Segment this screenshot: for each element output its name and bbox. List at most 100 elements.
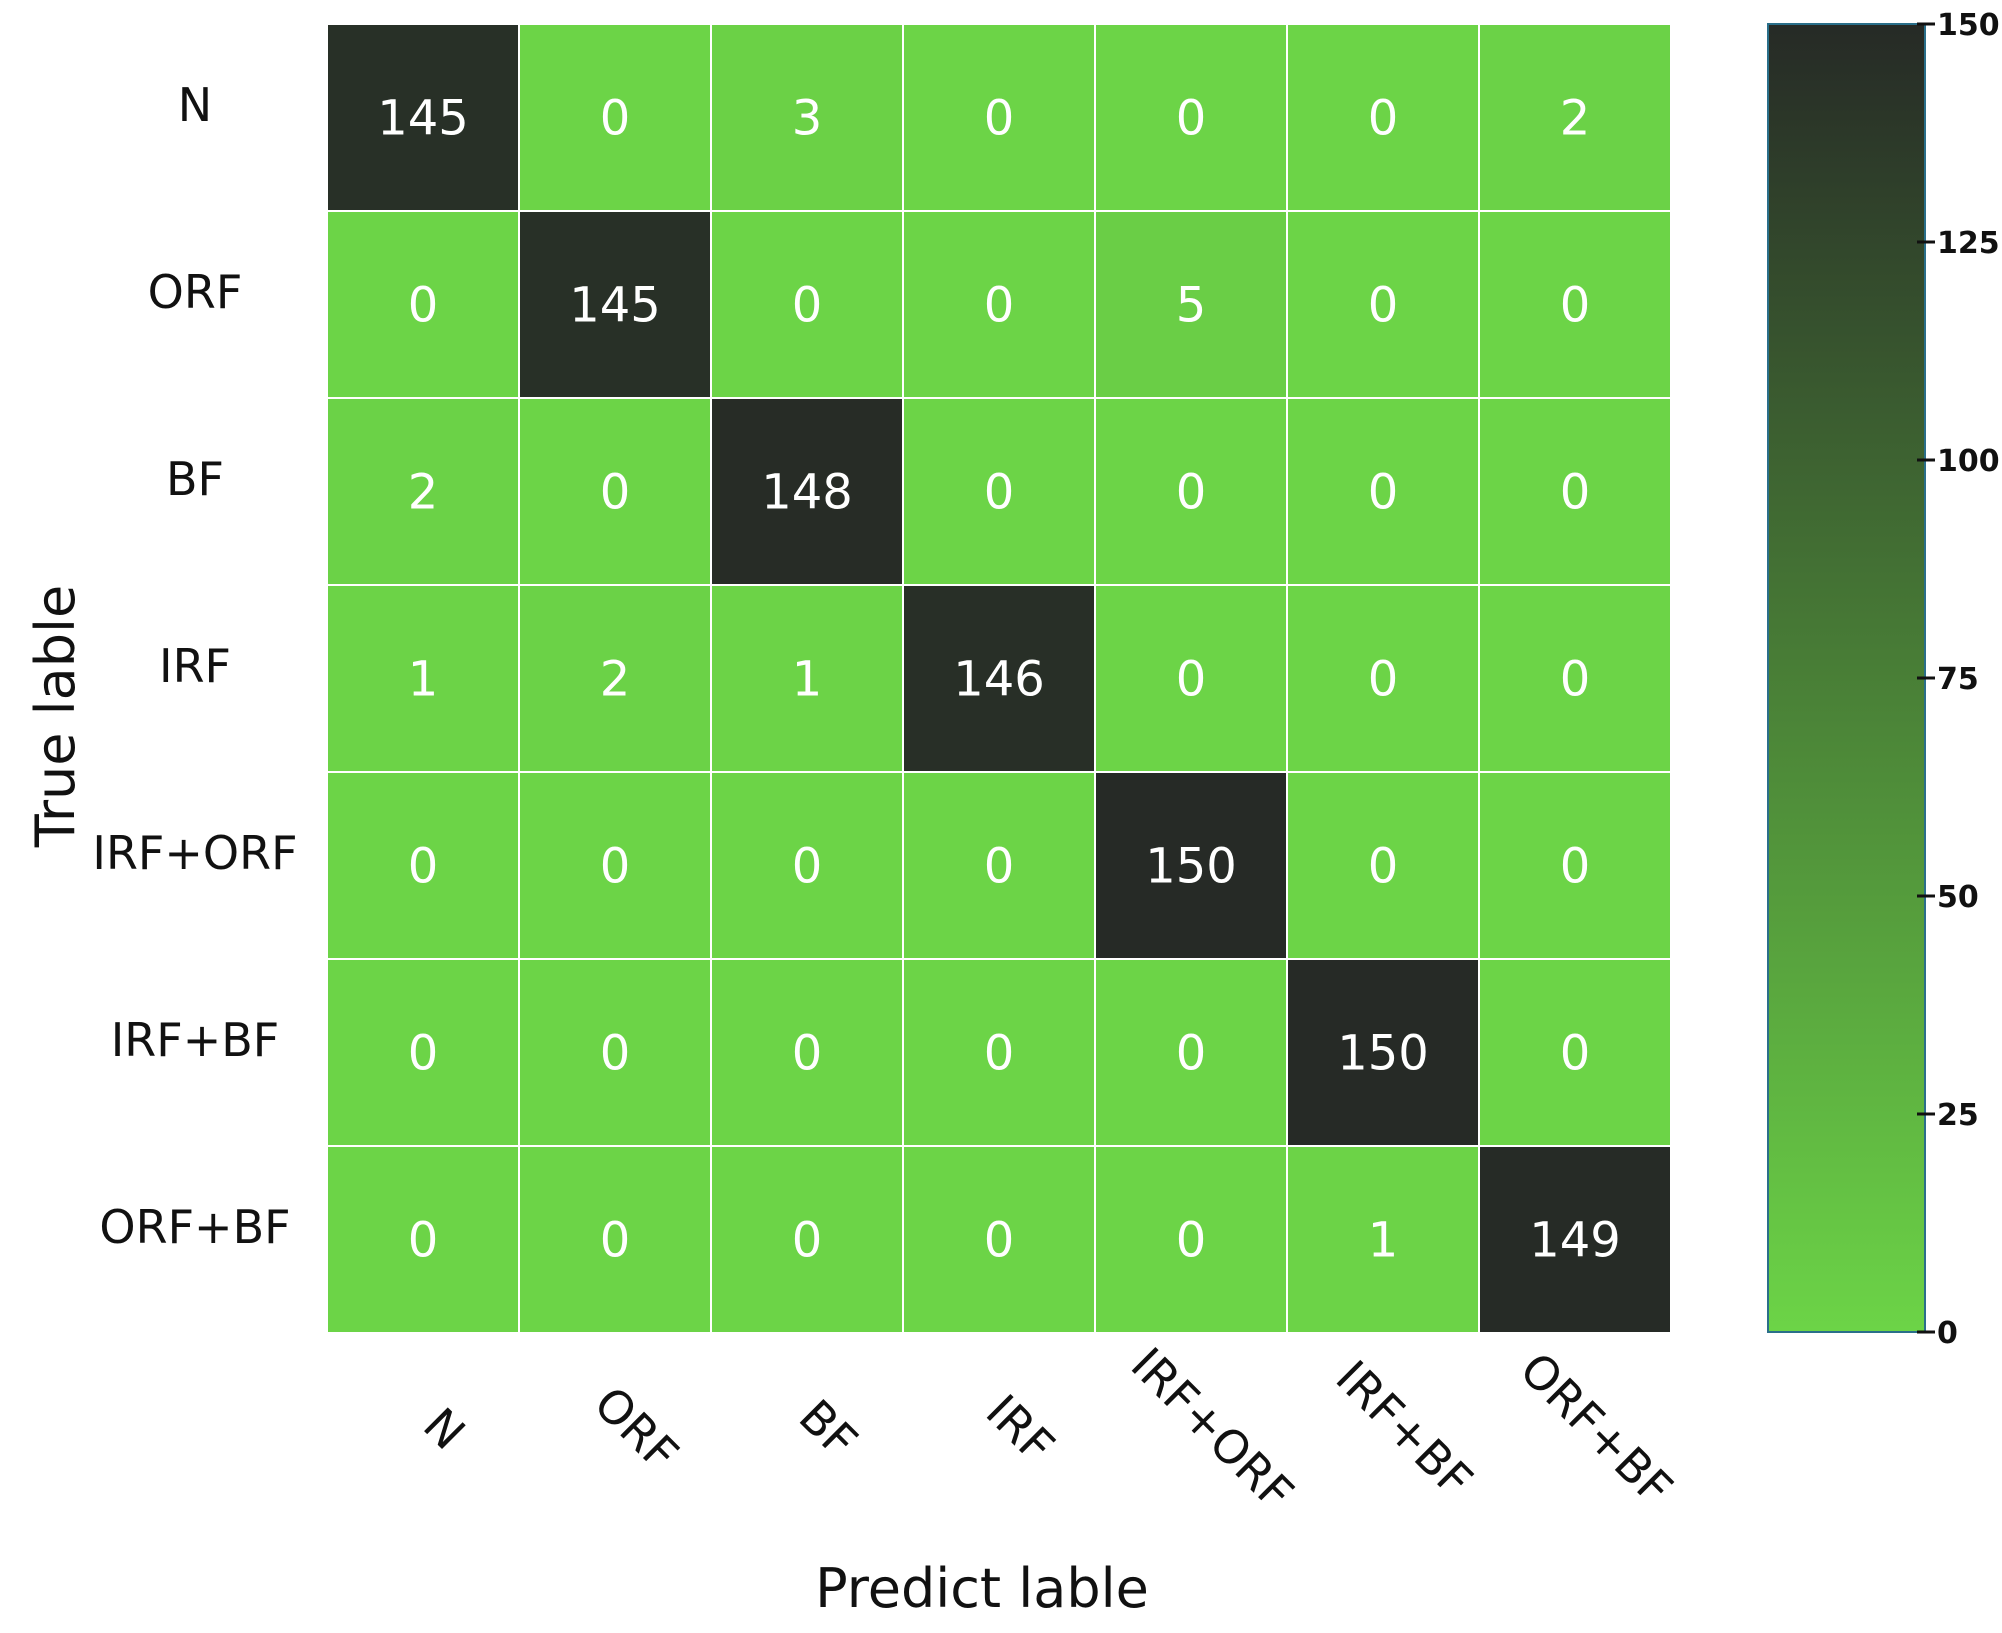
heatmap-cell <box>326 584 520 773</box>
heatmap-cell <box>1286 1145 1480 1334</box>
x-tick-label: IRF+BF <box>1326 1350 1483 1507</box>
cell-value-label: 148 <box>761 465 853 521</box>
heatmap-cell <box>326 1145 520 1334</box>
heatmap-cell <box>518 584 712 773</box>
heatmap-cell <box>710 1145 904 1334</box>
colorbar-tick-label: 125 <box>1937 226 2000 261</box>
cell-value-label: 1 <box>792 652 823 708</box>
heatmap-cell <box>710 210 904 399</box>
cell-value-label: 146 <box>953 652 1045 708</box>
cell-value-label: 0 <box>1560 278 1591 334</box>
heatmap-cell <box>1286 210 1480 399</box>
cell-value-label: 2 <box>600 652 631 708</box>
cell-value-label: 0 <box>984 465 1015 521</box>
heatmap-cell <box>1478 584 1672 773</box>
heatmap-cell <box>1286 23 1480 212</box>
cell-value-label: 1 <box>1368 1213 1399 1269</box>
x-tick-label: IRF+ORF <box>1121 1337 1304 1520</box>
x-tick-labels: N ORF BF IRF IRF+ORF IRF+BF ORF+BF <box>413 1337 1683 1520</box>
cell-value-label: 0 <box>1368 278 1399 334</box>
colorbar: 0 25 50 75 100 125 150 <box>1767 8 2000 1351</box>
y-tick-label: IRF+ORF <box>92 826 297 880</box>
colorbar-tick-label: 100 <box>1937 444 2000 479</box>
cell-value-label: 0 <box>1176 1026 1207 1082</box>
y-axis-title: True lable <box>24 585 87 848</box>
cell-value-label: 0 <box>1560 465 1591 521</box>
cell-value-label: 3 <box>792 91 823 147</box>
colorbar-tick-label: 75 <box>1937 662 1979 697</box>
cell-value-label: 0 <box>1560 652 1591 708</box>
cell-value-label: 150 <box>1337 1026 1429 1082</box>
heatmap-cell <box>1478 771 1672 960</box>
colorbar-tick-label: 50 <box>1937 880 1979 915</box>
cell-value-label: 0 <box>984 278 1015 334</box>
heatmap-cell <box>902 23 1096 212</box>
cell-value-label: 0 <box>600 91 631 147</box>
cell-value-label: 0 <box>1176 652 1207 708</box>
heatmap-cell <box>326 958 520 1147</box>
cell-value-label: 145 <box>377 91 469 147</box>
y-tick-label: ORF <box>148 265 243 319</box>
x-axis-title: Predict lable <box>815 1557 1149 1620</box>
cell-value-label: 150 <box>1145 839 1237 895</box>
cell-value-label: 0 <box>1368 652 1399 708</box>
x-tick-label: ORF <box>584 1376 689 1481</box>
heatmap-cells <box>326 23 1672 1334</box>
colorbar-tick-label: 25 <box>1937 1098 1979 1133</box>
cell-value-label: 0 <box>1368 91 1399 147</box>
heatmap-cell <box>326 210 520 399</box>
cell-value-label: 145 <box>569 278 661 334</box>
cell-value-label: 0 <box>1560 1026 1591 1082</box>
heatmap-cell <box>902 958 1096 1147</box>
cell-value-label: 2 <box>1560 91 1591 147</box>
y-tick-label: BF <box>166 452 224 506</box>
heatmap-cell <box>1094 210 1288 399</box>
x-tick-label: IRF <box>976 1384 1065 1473</box>
heatmap-cell <box>326 397 520 586</box>
heatmap-cell <box>326 23 520 212</box>
heatmap-cell <box>1286 584 1480 773</box>
heatmap-cell <box>1286 397 1480 586</box>
heatmap-cell <box>1478 397 1672 586</box>
cell-value-label: 0 <box>1176 91 1207 147</box>
y-tick-labels: N ORF BF IRF IRF+ORF IRF+BF ORF+BF <box>92 78 297 1254</box>
y-tick-label: ORF+BF <box>99 1200 290 1254</box>
cell-value-label: 0 <box>792 1213 823 1269</box>
cell-value-label: 0 <box>600 1213 631 1269</box>
cell-value-label: 0 <box>600 1026 631 1082</box>
cell-value-label: 0 <box>408 1213 439 1269</box>
cell-value-label: 0 <box>984 91 1015 147</box>
y-tick-label: IRF+BF <box>111 1013 280 1067</box>
cell-value-label: 0 <box>408 278 439 334</box>
colorbar-tick-label: 0 <box>1937 1316 1958 1351</box>
cell-value-label: 0 <box>600 465 631 521</box>
cell-value-label: 2 <box>408 465 439 521</box>
cell-value-label: 0 <box>1176 1213 1207 1269</box>
heatmap-cell <box>1478 210 1672 399</box>
cell-value-labels: 145 0 3 0 0 0 2 0 145 0 0 5 0 0 2 0 148 0 0 0 0 1 2 1 146 0 0 0 0 0 0 0… <box>377 91 1621 1269</box>
heatmap-cell <box>518 397 712 586</box>
heatmap-cell <box>1094 958 1288 1147</box>
cell-value-label: 0 <box>1368 465 1399 521</box>
heatmap-cell <box>1478 958 1672 1147</box>
cell-value-label: 1 <box>408 652 439 708</box>
heatmap-cell <box>1094 1145 1288 1334</box>
cell-value-label: 5 <box>1176 278 1207 334</box>
heatmap-cell <box>710 23 904 212</box>
heatmap-cell <box>710 397 904 586</box>
cell-value-label: 0 <box>408 1026 439 1082</box>
cell-value-label: 0 <box>1560 839 1591 895</box>
x-tick-label: BF <box>789 1389 868 1468</box>
heatmap-cell <box>518 23 712 212</box>
heatmap-cell <box>1094 397 1288 586</box>
cell-value-label: 0 <box>792 1026 823 1082</box>
cell-value-label: 0 <box>984 1213 1015 1269</box>
colorbar-gradient <box>1767 23 1926 1333</box>
cell-value-label: 0 <box>1176 465 1207 521</box>
y-tick-label: N <box>178 78 212 132</box>
y-tick-label: IRF <box>159 639 231 693</box>
heatmap-cell <box>902 584 1096 773</box>
heatmap-cell <box>902 1145 1096 1334</box>
cell-value-label: 0 <box>792 278 823 334</box>
